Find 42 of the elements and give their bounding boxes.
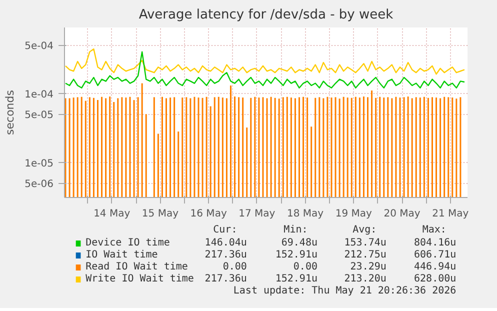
x-tick-label: 15 May — [142, 208, 179, 220]
x-tick-label: 16 May — [190, 208, 227, 220]
text: 213.20u — [344, 274, 386, 284]
text: 69.48u — [281, 238, 318, 248]
text: 0.00 — [222, 262, 247, 272]
x-tick-label: 18 May — [287, 208, 324, 220]
y-tick-label: 5e-05 — [24, 110, 54, 122]
legend-label: Device IO time — [86, 238, 170, 248]
x-tick-label: 21 May — [432, 208, 469, 220]
y-tick-label: 5e-06 — [24, 179, 54, 190]
y-tick-label: 1e-04 — [24, 89, 54, 100]
text: 146.04u — [204, 238, 247, 248]
x-tick-label: 14 May — [94, 208, 130, 220]
x-tick-label: 17 May — [238, 208, 276, 220]
x-tick-label: 20 May — [384, 208, 420, 220]
y-tick-label: 1e-05 — [24, 158, 54, 170]
text: 23.29u — [350, 262, 386, 272]
legend-label: Write IO Wait time — [86, 274, 194, 284]
text: Last update: Thu May 21 20:26:36 2026 — [233, 286, 456, 296]
x-tick-label: 19 May — [335, 208, 372, 220]
text: Max: — [422, 224, 446, 236]
text: 0.00 — [293, 262, 318, 272]
text: 217.36u — [204, 250, 247, 260]
legend-label: Read IO Wait time — [86, 262, 188, 272]
y-tick-label: 5e-04 — [24, 41, 54, 52]
text: Min: — [284, 224, 308, 236]
text: 628.00u — [414, 274, 456, 284]
line-series — [64, 48, 466, 75]
text: 606.71u — [414, 250, 456, 260]
text: 804.16u — [414, 238, 456, 248]
text: 152.91u — [275, 250, 318, 260]
text: 217.36u — [204, 274, 247, 284]
chart-title: Average latency for /dev/sda - by week — [138, 8, 394, 22]
text: 152.91u — [275, 274, 318, 284]
text: 212.75u — [344, 250, 386, 260]
line-series — [64, 51, 466, 88]
text: 153.74u — [344, 238, 386, 248]
y-axis-title: seconds — [4, 90, 17, 135]
text: 446.94u — [414, 262, 456, 272]
text: Cur: — [213, 224, 238, 236]
text: Avg: — [352, 224, 377, 236]
legend-label: IO Wait time — [86, 250, 158, 260]
